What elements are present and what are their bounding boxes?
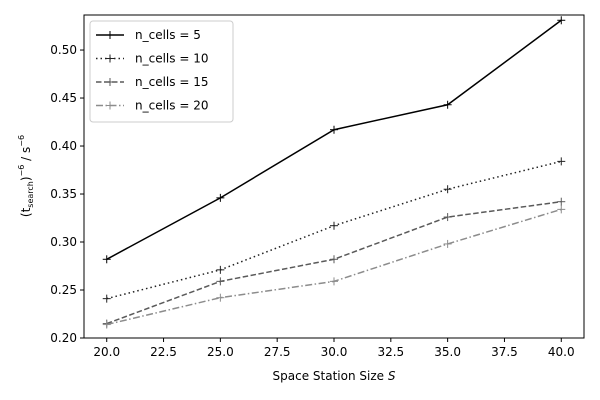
y-axis-label: (tsearch)−6 / s−6 [17,135,35,217]
series-1 [102,16,566,264]
legend-item: n_cells = 10 [96,52,208,66]
x-tick-label: 22.5 [150,345,177,359]
y-tick-label: 0.50 [50,43,77,57]
y-tick-label: 0.40 [50,139,77,153]
legend-item: n_cells = 15 [96,75,208,89]
x-tick-label: 25.0 [207,345,234,359]
x-axis: 20.0 22.5 25.0 27.5 30.0 32.5 35.0 37.5 40.0 [93,338,575,359]
data-point [216,277,225,286]
legend-label: n_cells = 10 [135,52,208,66]
series-3 [102,197,566,328]
series-layer [102,16,566,329]
y-tick-label: 0.30 [50,235,77,249]
data-point [557,197,566,206]
legend: n_cells = 5 n_cells = 10 n_cells = 15 n_cel… [89,20,234,123]
data-point [443,100,452,109]
x-tick-label: 32.5 [377,345,404,359]
data-point [216,193,225,202]
x-tick-label: 40.0 [548,345,575,359]
data-point [330,255,338,264]
data-point [557,16,566,25]
y-tick-label: 0.25 [50,283,77,297]
y-axis: 0.20 0.25 0.30 0.35 0.40 0.45 0.50 [50,43,84,345]
x-tick-label: 37.5 [491,345,518,359]
data-point [557,157,566,166]
legend-item: n_cells = 20 [96,99,208,113]
x-tick-label: 27.5 [264,345,291,359]
x-tick-label: 30.0 [321,345,348,359]
y-tick-label: 0.35 [50,187,77,201]
legend-item: n_cells = 5 [96,28,201,42]
data-point [330,277,338,286]
data-point [330,221,338,230]
data-point [330,125,338,134]
series-4 [102,205,566,329]
x-tick-label: 35.0 [434,345,461,359]
data-point [102,255,111,264]
legend-label: n_cells = 15 [135,75,208,89]
data-point [443,213,452,222]
data-point [557,205,566,214]
legend-box [89,20,234,123]
data-point [443,239,452,248]
y-tick-label: 0.20 [50,331,77,345]
series-2 [102,157,566,303]
data-point [102,320,111,329]
data-point [216,293,225,302]
y-tick-label: 0.45 [50,91,77,105]
data-point [216,265,225,274]
data-point [443,185,452,194]
x-axis-label: Space Station Size S [273,369,396,383]
data-point [102,294,111,303]
legend-label: n_cells = 5 [135,28,201,42]
legend-label: n_cells = 20 [135,99,208,113]
x-tick-label: 20.0 [93,345,120,359]
